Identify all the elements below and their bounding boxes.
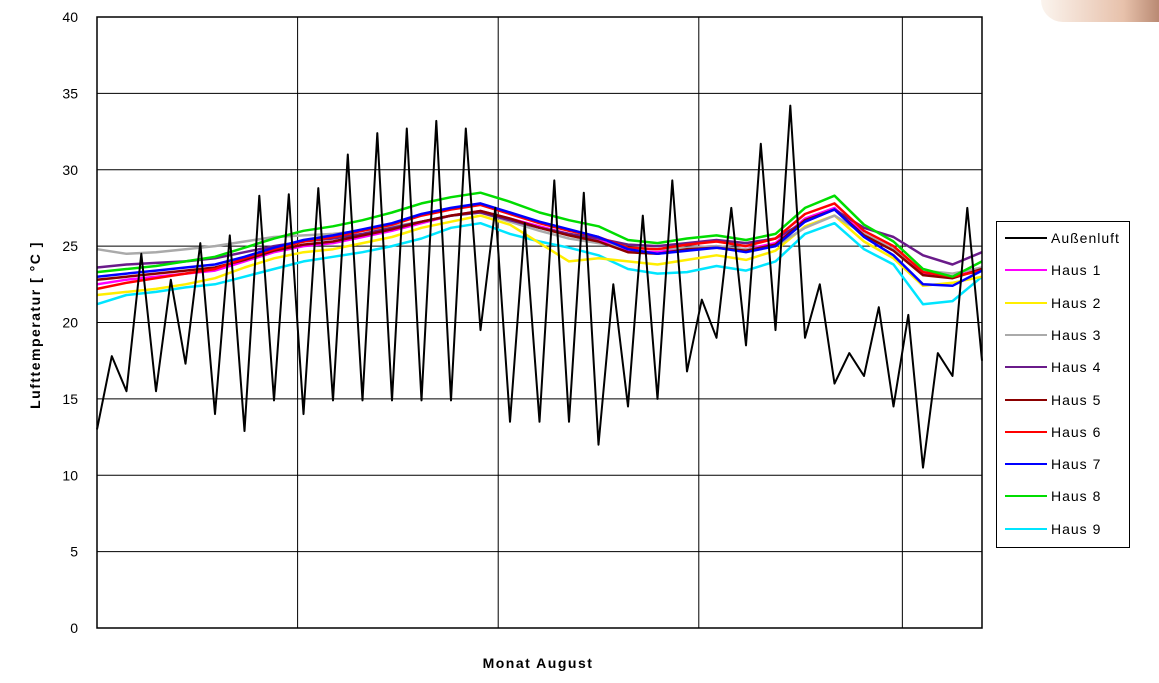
grid xyxy=(97,16,982,629)
legend-label: Haus 2 xyxy=(1051,294,1102,311)
legend-label: Haus 7 xyxy=(1051,456,1102,473)
series-line-au-enluft xyxy=(96,104,983,469)
y-axis-ticks: 0 5 10 15 20 25 30 35 40 xyxy=(62,9,78,636)
legend-entry: Haus 6 xyxy=(1003,422,1129,442)
legend-entry: Haus 8 xyxy=(1003,486,1129,506)
y-axis-label: Lufttemperatur [ °C ] xyxy=(27,241,43,409)
y-tick-label: 40 xyxy=(62,9,78,25)
legend-entry: Haus 1 xyxy=(1003,260,1129,280)
y-tick-label: 10 xyxy=(62,467,78,483)
plot-frame xyxy=(96,16,983,629)
y-tick-label: 15 xyxy=(62,391,78,407)
series-line-haus-3 xyxy=(96,211,983,275)
legend-swatch xyxy=(1005,333,1047,336)
y-tick-label: 0 xyxy=(70,620,78,636)
decorative-corner-image xyxy=(1041,0,1159,22)
series-line-haus-8 xyxy=(96,191,983,278)
legend-swatch xyxy=(1005,301,1047,304)
legend-label: Haus 6 xyxy=(1051,423,1102,440)
legend-entry: Haus 4 xyxy=(1003,357,1129,377)
legend-label: Außenluft xyxy=(1051,230,1120,246)
legend-label: Haus 4 xyxy=(1051,359,1102,376)
legend-label: Haus 9 xyxy=(1051,520,1102,537)
legend-entry: Haus 9 xyxy=(1003,519,1129,539)
series-line-haus-7 xyxy=(96,202,983,288)
x-axis-label: Monat August xyxy=(482,655,594,671)
series-line-haus-1 xyxy=(96,206,983,286)
legend-swatch xyxy=(1005,463,1047,466)
y-tick-label: 20 xyxy=(62,315,78,331)
legend-entry: Haus 3 xyxy=(1003,325,1129,345)
y-tick-label: 30 xyxy=(62,162,78,178)
series-lines xyxy=(96,104,983,469)
legend-swatch xyxy=(1005,527,1047,530)
legend-entry: Außenluft xyxy=(1003,228,1129,248)
legend-swatch xyxy=(1005,398,1047,401)
legend-swatch xyxy=(1005,366,1047,369)
legend-swatch xyxy=(1005,430,1047,433)
legend-entry: Haus 7 xyxy=(1003,454,1129,474)
legend-label: Haus 8 xyxy=(1051,488,1102,505)
y-tick-label: 25 xyxy=(62,238,78,254)
y-tick-label: 35 xyxy=(62,85,78,101)
legend-label: Haus 3 xyxy=(1051,326,1102,343)
legend-swatch xyxy=(1005,495,1047,498)
y-tick-label: 5 xyxy=(70,544,78,560)
legend-entry: Haus 2 xyxy=(1003,293,1129,313)
legend: Außenluft Haus 1 Haus 2 Haus 3 Haus 4 Haus 5 H… xyxy=(996,221,1130,548)
legend-swatch xyxy=(1005,237,1047,239)
series-line-haus-9 xyxy=(96,221,983,306)
legend-label: Haus 5 xyxy=(1051,391,1102,408)
legend-label: Haus 1 xyxy=(1051,262,1102,279)
series-line-haus-6 xyxy=(96,202,983,291)
legend-swatch xyxy=(1005,269,1047,272)
legend-entry: Haus 5 xyxy=(1003,390,1129,410)
